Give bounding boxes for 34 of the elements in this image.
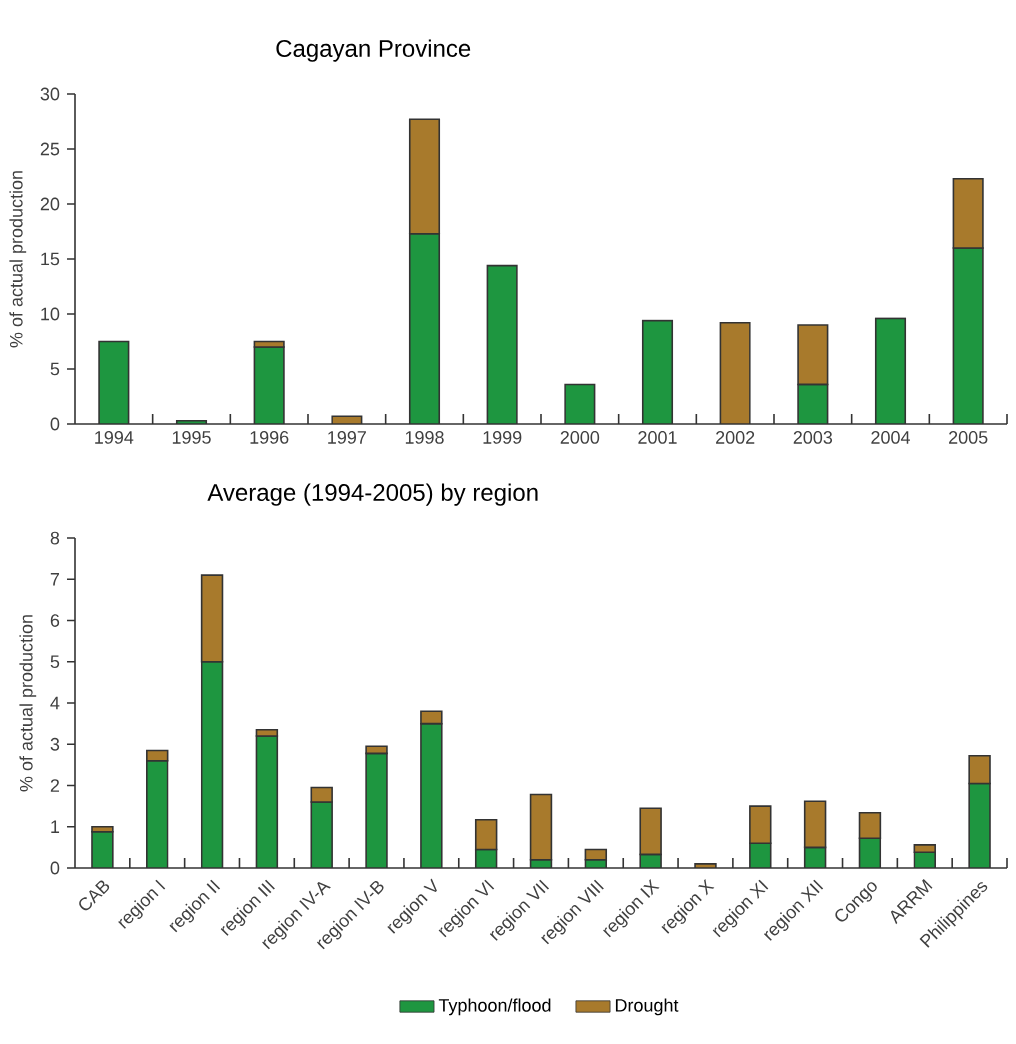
y-tick-label: 0 [50, 417, 60, 431]
y-tick-label: 8 [50, 531, 60, 545]
legend-label: Drought [615, 998, 679, 1016]
y-tick-label: 5 [50, 362, 60, 376]
legend-label: Typhoon/flood [438, 998, 551, 1016]
y-axis-title: % of actual production [19, 615, 37, 792]
chart-title: Average (1994-2005) by region [207, 483, 538, 506]
y-tick-label: 3 [50, 737, 60, 751]
y-axis-title: % of actual production [9, 171, 27, 348]
x-tick-label: 2000 [560, 431, 600, 444]
y-tick-label: 25 [40, 142, 60, 156]
y-tick-label: 20 [40, 197, 60, 211]
y-tick-label: 2 [50, 779, 60, 792]
chart-title: Cagayan Province [276, 39, 471, 62]
y-tick-label: 15 [41, 252, 60, 266]
x-tick-label: 1999 [483, 431, 522, 444]
x-tick-label: 2001 [638, 431, 677, 444]
y-tick-label: 10 [41, 307, 60, 321]
x-tick-label: 2004 [871, 431, 910, 444]
y-tick-label: 0 [50, 861, 60, 875]
x-tick-label: 1998 [405, 431, 444, 444]
x-tick-label: 1995 [172, 431, 211, 444]
x-tick-label: 1997 [328, 431, 366, 444]
x-tick-label: 1996 [250, 431, 289, 444]
y-tick-label: 4 [50, 696, 60, 710]
y-tick-label: 30 [40, 87, 60, 101]
y-tick-label: 1 [51, 820, 60, 833]
x-tick-label: 2005 [949, 431, 988, 444]
y-tick-label: 6 [50, 614, 60, 627]
y-tick-label: 5 [50, 655, 60, 669]
y-tick-label: 7 [50, 573, 60, 586]
x-tick-label: 2002 [716, 431, 755, 444]
x-tick-label: 1994 [95, 431, 134, 444]
x-tick-label: 2003 [793, 431, 833, 444]
